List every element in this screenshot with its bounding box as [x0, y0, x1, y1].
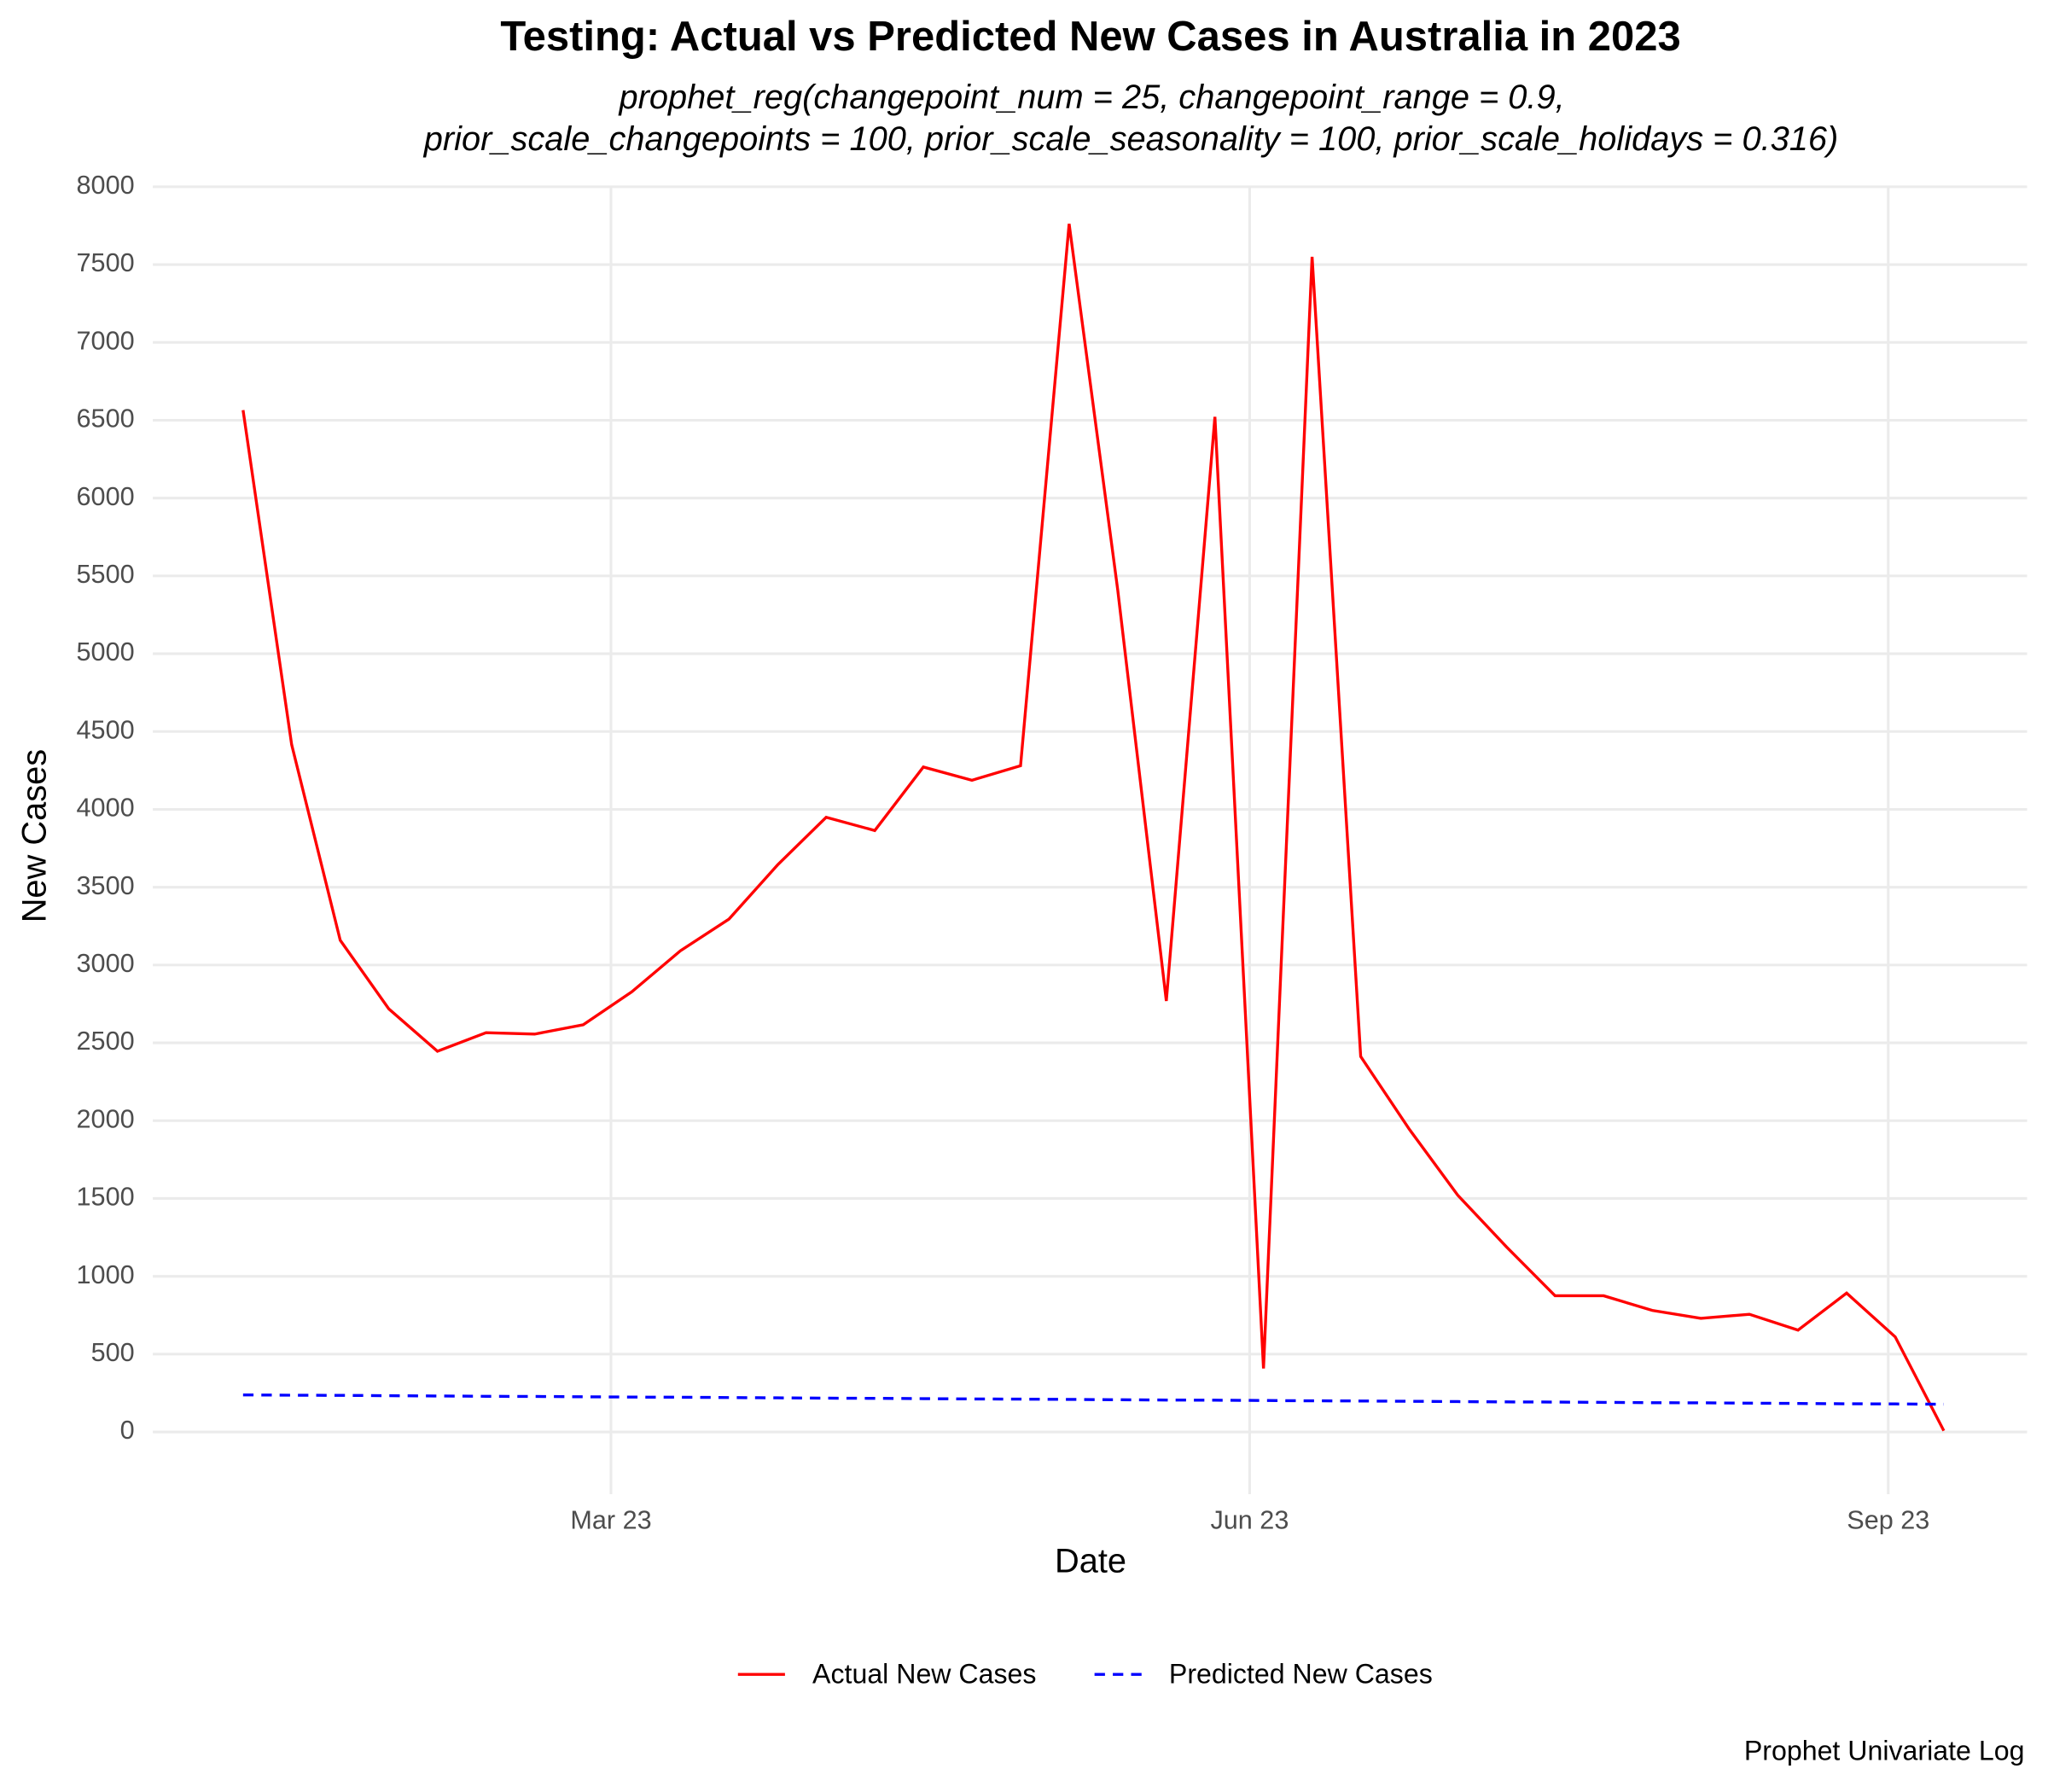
y-tick-label: 8000 [77, 171, 135, 200]
y-tick-label: 7000 [77, 326, 135, 355]
chart-subtitle: prior_scale_changepoints = 100, prior_sc… [423, 120, 1839, 158]
y-tick-label: 2500 [77, 1027, 135, 1056]
y-tick-label: 3500 [77, 871, 135, 900]
y-tick-label: 4500 [77, 715, 135, 744]
caption: Prophet Univariate Log [1744, 1736, 2025, 1766]
y-tick-label: 3000 [77, 949, 135, 978]
series-line [242, 1393, 1944, 1406]
x-tick-label: Sep 23 [1847, 1505, 1929, 1534]
y-tick-label: 6500 [77, 404, 135, 433]
legend-label: Actual New Cases [812, 1658, 1036, 1689]
y-tick-label: 5500 [77, 560, 135, 589]
chart-title: Testing: Actual vs Predicted New Cases i… [500, 14, 1680, 60]
y-tick-label: 7500 [77, 248, 135, 277]
y-tick-label: 1500 [77, 1183, 135, 1212]
y-tick-label: 4000 [77, 794, 135, 823]
x-tick-label: Mar 23 [570, 1505, 651, 1534]
y-tick-label: 1000 [77, 1260, 135, 1289]
x-tick-label: Jun 23 [1210, 1505, 1289, 1534]
y-tick-label: 5000 [77, 637, 135, 666]
y-tick-label: 2000 [77, 1104, 135, 1133]
y-tick-label: 6000 [77, 482, 135, 511]
legend-label: Predicted New Cases [1169, 1658, 1433, 1689]
x-axis-title: Date [1055, 1543, 1126, 1580]
series-line [241, 224, 1946, 1432]
y-tick-label: 500 [91, 1338, 135, 1367]
y-tick-label: 0 [120, 1416, 135, 1445]
y-axis-title: New Cases [15, 749, 53, 922]
chart-subtitle: prophet_reg(changepoint_num = 25, change… [619, 79, 1565, 116]
